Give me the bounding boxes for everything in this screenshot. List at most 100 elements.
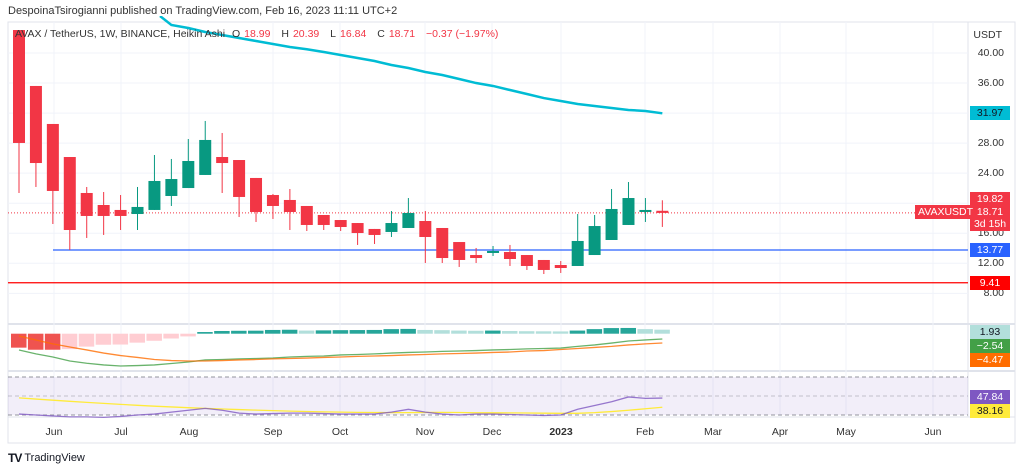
macd-histogram-bar — [620, 327, 636, 334]
low-level-label: 9.41 — [970, 276, 1010, 290]
ohlc-low: L 16.84 — [330, 28, 370, 40]
price-tick: 24.00 — [977, 167, 1004, 179]
macd-histogram-bar — [95, 333, 112, 345]
price-tick: 28.00 — [977, 137, 1004, 149]
time-tick: Nov — [415, 426, 435, 438]
macd-histogram-bar — [366, 329, 383, 334]
macd-histogram-bar — [298, 330, 315, 334]
macd-histogram-bar — [197, 332, 213, 334]
last-price: 18.71 — [976, 206, 1004, 218]
candle-up — [571, 240, 584, 266]
close-value: 18.71 — [388, 28, 416, 40]
macd-histogram-bar — [552, 331, 569, 334]
rsi-band-fill — [8, 377, 968, 415]
price-tick: 12.00 — [977, 257, 1004, 269]
candle-down — [470, 255, 483, 259]
candle-down — [334, 220, 347, 228]
macd-histogram-label: 1.93 — [970, 325, 1010, 339]
symbol-name[interactable]: AVAX / TetherUS, 1W, BINANCE, Heikin Ash… — [15, 28, 226, 40]
macd-line — [18, 338, 663, 367]
price-tick: 36.00 — [977, 77, 1004, 89]
macd-histogram-bar — [264, 329, 281, 334]
macd-histogram-bar — [383, 329, 399, 334]
candle-down — [351, 223, 364, 234]
macd-histogram-bar — [129, 333, 146, 343]
tradingview-logo-icon: TV — [8, 451, 22, 465]
macd-histogram-bar — [535, 331, 552, 334]
macd-histogram-bar — [78, 333, 95, 347]
candle-down — [419, 220, 432, 237]
candle-down — [29, 85, 42, 164]
macd-histogram-bar — [248, 330, 264, 334]
candle-down — [114, 209, 127, 216]
macd-histogram-bar — [281, 329, 298, 334]
time-tick: Jun — [45, 426, 63, 438]
candle-down — [216, 157, 229, 164]
candle-down — [453, 242, 466, 260]
candle-down — [436, 227, 449, 259]
candle-down — [97, 205, 110, 216]
price-axis-unit: USDT — [973, 29, 1002, 41]
candle-down — [266, 195, 279, 206]
candle-down — [283, 199, 296, 212]
brand-name: TradingView — [24, 452, 85, 464]
bar-countdown: 3d 15h — [973, 218, 1007, 230]
candle-down — [656, 210, 669, 213]
macd-histogram-bar — [180, 333, 196, 337]
macd-histogram-bar — [11, 333, 27, 348]
candle-up — [588, 226, 601, 256]
high-value: 20.39 — [292, 28, 320, 40]
open-value: 18.99 — [244, 28, 271, 40]
macd-line-label: −2.54 — [970, 339, 1010, 353]
rsi-ma-line — [18, 397, 663, 414]
price-tick: 40.00 — [977, 47, 1004, 59]
macd-histogram-bar — [349, 330, 366, 334]
time-tick: Feb — [635, 426, 655, 438]
candle-down — [13, 30, 25, 143]
macd-histogram-bar — [27, 333, 44, 350]
macd-histogram-bar — [518, 331, 535, 334]
rsi-line — [18, 396, 663, 419]
time-tick: Aug — [179, 426, 199, 438]
candle-down — [537, 259, 550, 270]
macd-histogram-bar — [654, 329, 670, 334]
candle-down — [503, 252, 516, 259]
time-tick: Mar — [703, 426, 723, 438]
macd-histogram-bar — [332, 330, 349, 334]
candle-up — [605, 208, 618, 240]
ohlc-close: C 18.71 — [377, 28, 419, 40]
high-price-label: 19.82 — [970, 192, 1010, 206]
macd-histogram-bar — [434, 330, 450, 334]
time-tick: Sep — [263, 426, 283, 438]
candle-up — [487, 250, 500, 253]
macd-histogram-bar — [603, 328, 620, 334]
candle-up — [148, 180, 161, 210]
candle-up — [385, 223, 398, 232]
macd-histogram-bar — [569, 330, 586, 334]
candle-up — [622, 198, 635, 225]
support-level-label: 13.77 — [970, 243, 1010, 257]
macd-histogram-bar — [485, 330, 501, 334]
price-change: −0.37 (−1.97%) — [426, 28, 499, 40]
time-tick: Jul — [114, 426, 128, 438]
candle-down — [554, 265, 567, 269]
last-price-label: 18.71 3d 15h — [970, 205, 1010, 231]
low-label: L — [330, 28, 337, 40]
tradingview-footer[interactable]: TV TradingView — [8, 451, 85, 465]
chart-frame — [7, 21, 1016, 444]
macd-histogram-bar — [231, 330, 247, 334]
price-tick: 8.00 — [983, 287, 1004, 299]
macd-histogram-bar — [112, 333, 129, 345]
macd-histogram-bar — [637, 329, 653, 334]
ma-price-label: 31.97 — [970, 106, 1010, 120]
rsi-label: 47.84 — [970, 390, 1010, 404]
ohlc-high: H 20.39 — [281, 28, 323, 40]
candle-down — [80, 192, 93, 216]
macd-histogram-bar — [315, 330, 332, 334]
symbol-legend: AVAX / TetherUS, 1W, BINANCE, Heikin Ash… — [15, 28, 502, 40]
low-value: 16.84 — [340, 28, 367, 40]
candle-down — [317, 214, 330, 225]
macd-histogram-bar — [163, 333, 179, 339]
candle-up — [182, 160, 195, 189]
